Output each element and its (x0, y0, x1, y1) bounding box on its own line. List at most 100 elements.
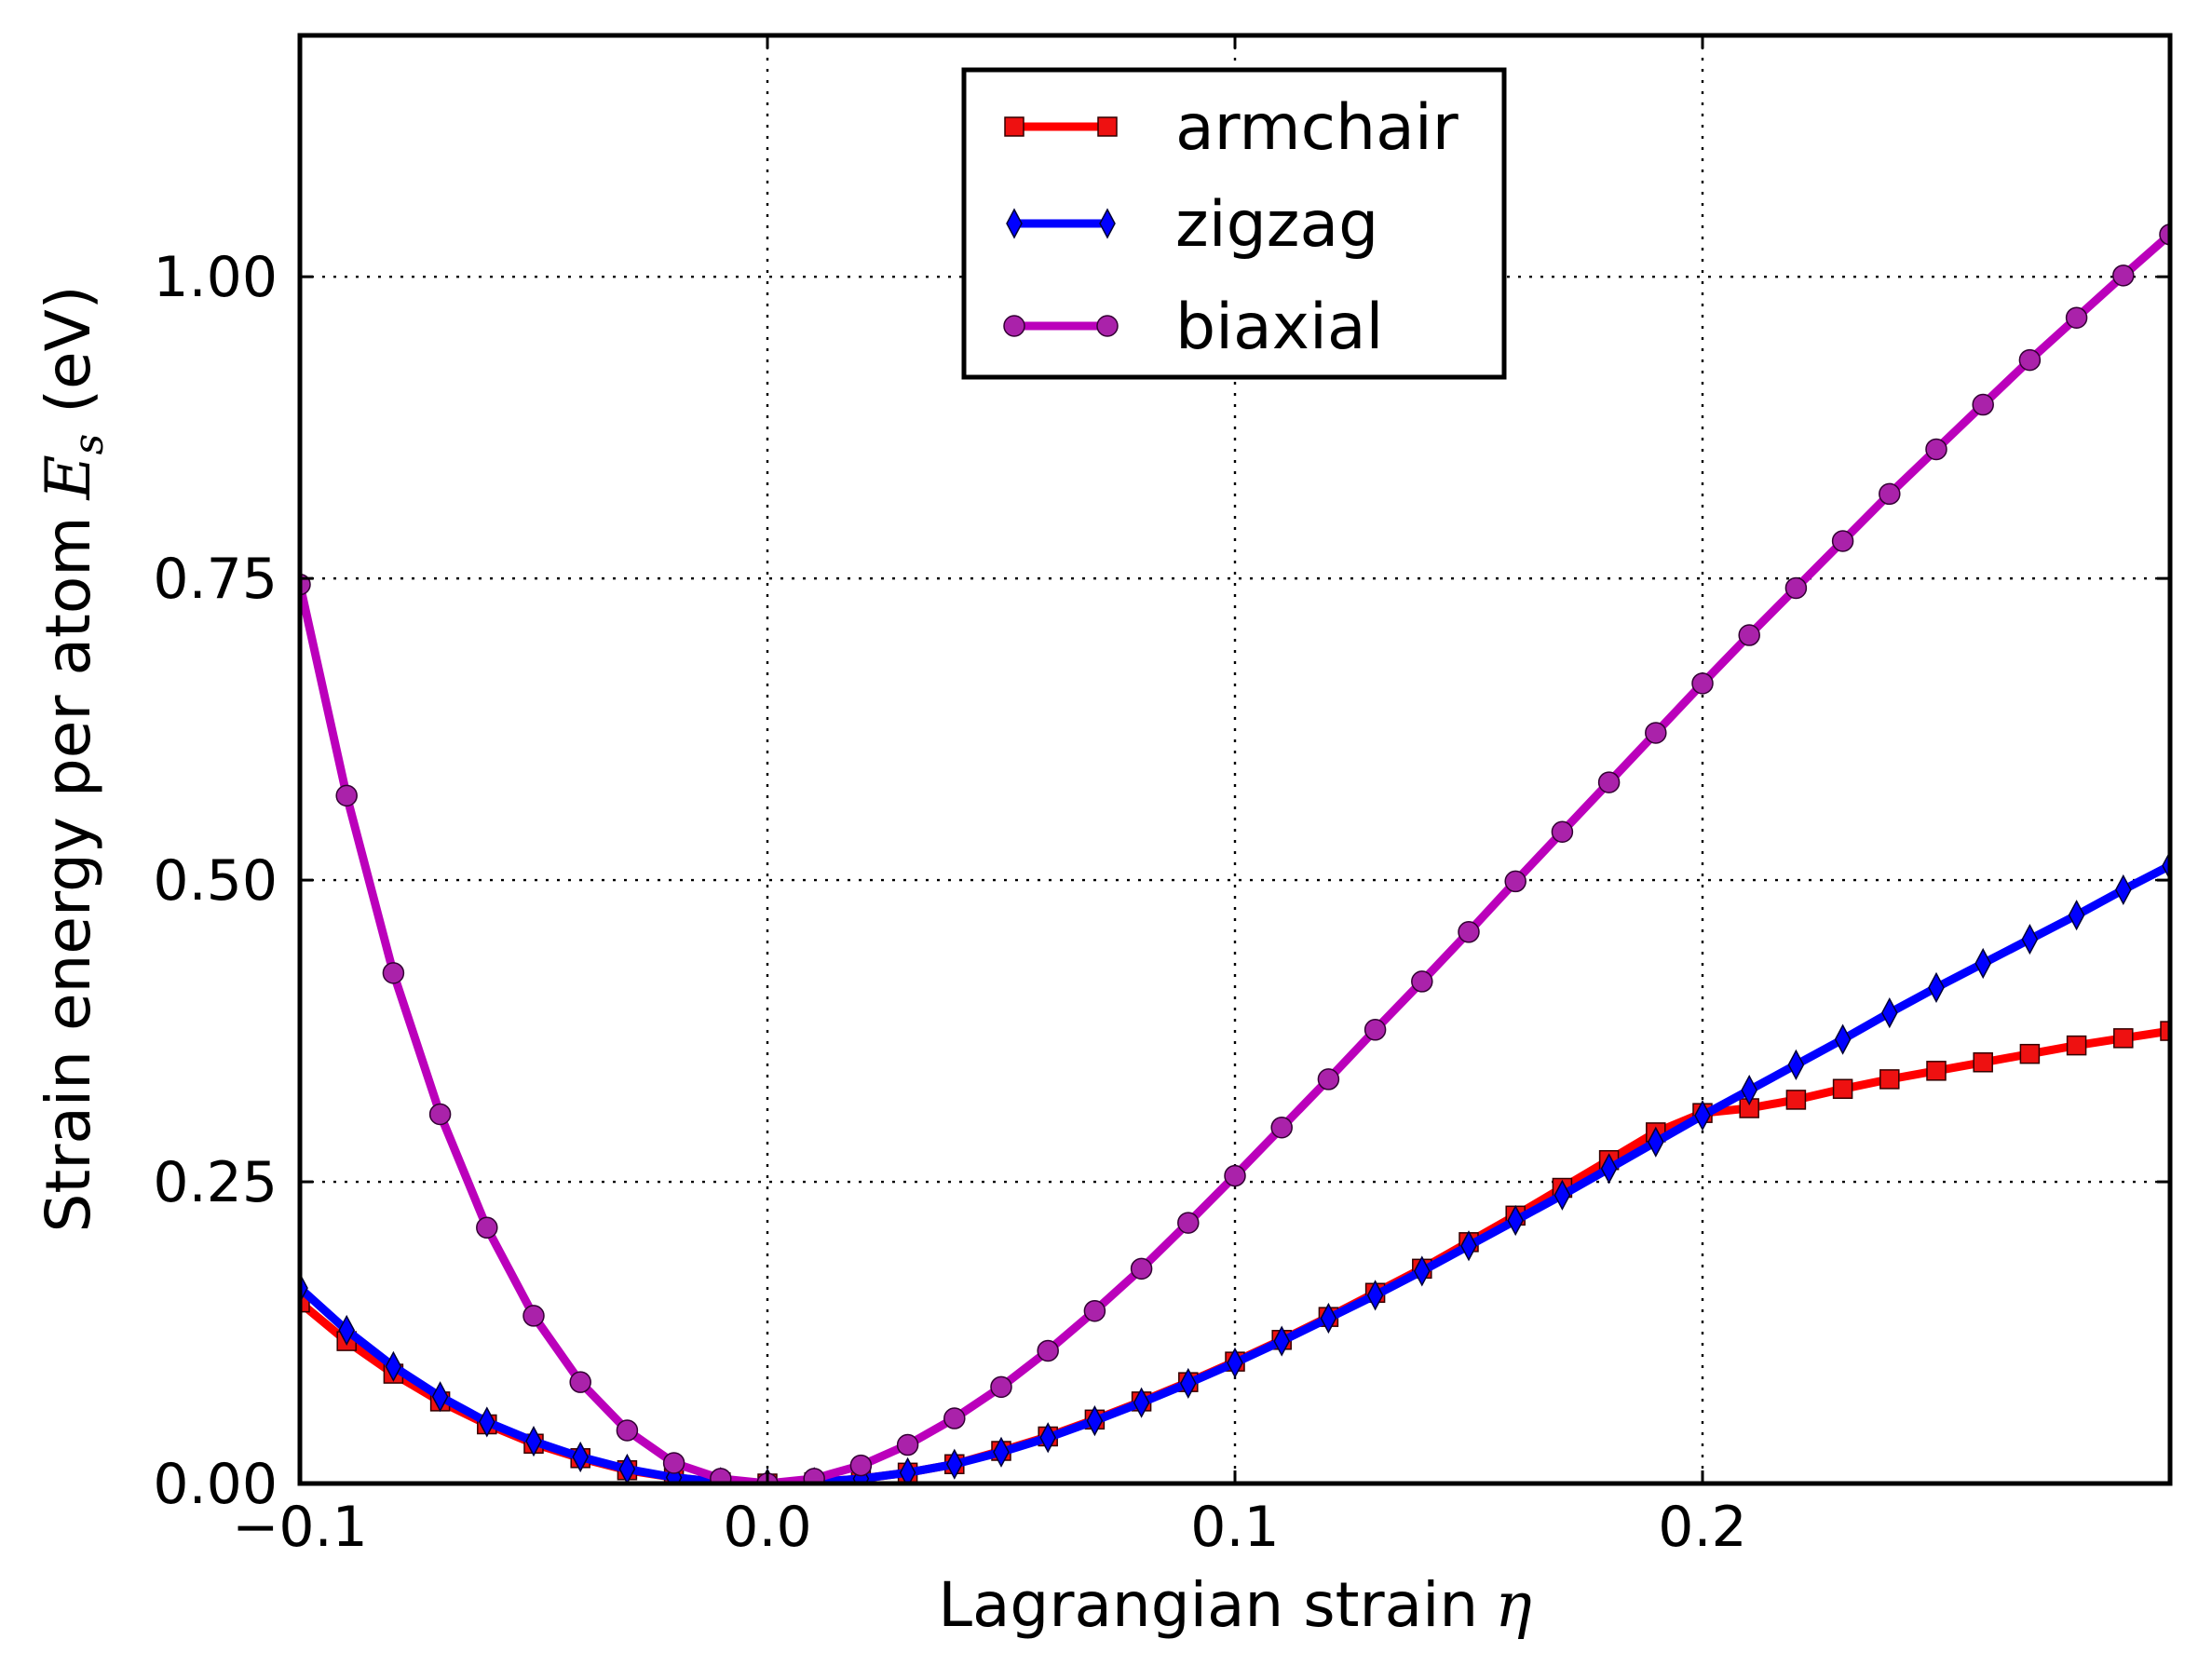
data-point-biaxial (990, 1375, 1012, 1399)
legend-label: zigzag (1175, 188, 1378, 262)
data-point-zigzag (525, 1426, 542, 1457)
data-point-biaxial (1504, 870, 1526, 893)
data-point-zigzag (572, 1441, 590, 1473)
x-axis-label-symbol: η (1495, 1569, 1532, 1641)
data-point-armchair (1832, 1078, 1853, 1100)
data-point-zigzag (1694, 1100, 1711, 1131)
data-point-biaxial (943, 1407, 966, 1429)
legend-label: armchair (1175, 91, 1459, 165)
legend-swatch-marker (1003, 315, 1025, 337)
data-point-biaxial (710, 1468, 732, 1484)
data-point-zigzag (338, 1314, 356, 1347)
data-point-biaxial (2112, 264, 2135, 287)
legend-swatch-marker (1096, 315, 1119, 337)
data-point-zigzag (1460, 1230, 1477, 1262)
data-point-biaxial (1364, 1019, 1387, 1041)
legend-swatch-marker (1004, 116, 1024, 137)
data-point-biaxial (1784, 576, 1808, 600)
data-point-zigzag (899, 1456, 916, 1484)
data-point-armchair (300, 1292, 310, 1313)
data-point-biaxial (849, 1454, 873, 1477)
data-point-zigzag (1413, 1255, 1431, 1287)
legend: armchair zigzag biaxial (961, 67, 1507, 380)
data-point-biaxial (1879, 482, 1901, 506)
data-point-biaxial (1411, 970, 1433, 993)
data-point-zigzag (1320, 1302, 1337, 1335)
data-point-biaxial (1972, 393, 1994, 416)
data-point-zigzag (2068, 900, 2085, 931)
data-point-biaxial (569, 1371, 591, 1393)
data-point-biaxial (1645, 722, 1667, 744)
legend-entry-armchair: armchair (1004, 91, 1459, 165)
data-point-biaxial (1317, 1068, 1340, 1091)
data-point-zigzag (1600, 1153, 1618, 1185)
data-point-zigzag (1974, 947, 1992, 980)
x-tick-label: −0.1 (232, 1495, 368, 1560)
data-point-biaxial (1458, 921, 1480, 943)
data-point-biaxial (476, 1216, 498, 1240)
data-point-zigzag (1039, 1422, 1057, 1454)
data-point-zigzag (478, 1406, 495, 1438)
data-point-zigzag (945, 1448, 963, 1480)
data-point-armchair (1785, 1090, 1807, 1110)
data-point-zigzag (1834, 1023, 1852, 1055)
data-point-biaxial (1270, 1116, 1293, 1139)
legend-label: biaxial (1175, 291, 1383, 364)
data-point-armchair (2160, 1021, 2170, 1041)
data-point-biaxial (335, 784, 358, 807)
axis-ticks: −0.1 0.0 0.1 0.2 0.00 0.25 0.50 0.75 1.00 (153, 35, 2170, 1560)
x-tick-label: 0.0 (723, 1495, 811, 1560)
data-point-armchair (2113, 1028, 2134, 1049)
y-axis-label-unit: (eV) (33, 285, 104, 413)
y-axis-label-text: Strain energy per atom (33, 516, 104, 1232)
data-point-biaxial (1925, 438, 1947, 461)
data-point-zigzag (1179, 1367, 1197, 1400)
series-zigzag (300, 849, 2170, 1484)
data-point-biaxial (1831, 530, 1854, 552)
data-point-armchair (1926, 1061, 1947, 1081)
legend-swatch-marker (1099, 208, 1116, 239)
data-point-biaxial (1083, 1299, 1106, 1322)
data-point-zigzag (385, 1350, 402, 1382)
data-point-armchair (2019, 1043, 2041, 1064)
data-point-zigzag (1366, 1280, 1384, 1311)
series-biaxial (300, 224, 2170, 1484)
x-axis-label: Lagrangian strain η (938, 1569, 1532, 1641)
y-tick-label: 0.25 (153, 1150, 278, 1215)
data-point-biaxial (616, 1419, 639, 1442)
legend-entry-zigzag: zigzag (1006, 188, 1378, 262)
legend-entries: armchair zigzag biaxial (1003, 91, 1459, 364)
y-tick-label: 0.75 (153, 547, 278, 612)
data-point-biaxial (382, 962, 405, 984)
data-point-biaxial (1224, 1164, 1246, 1187)
data-point-zigzag (1133, 1387, 1150, 1418)
data-point-zigzag (431, 1381, 449, 1413)
data-point-zigzag (1507, 1204, 1525, 1237)
data-point-zigzag (1647, 1126, 1664, 1158)
data-point-zigzag (1880, 997, 1898, 1029)
data-point-biaxial (2065, 306, 2088, 329)
data-point-zigzag (1741, 1074, 1758, 1106)
data-point-zigzag (1086, 1405, 1104, 1437)
y-axis-label-symbol: E (33, 454, 104, 500)
y-tick-label: 0.50 (153, 848, 278, 914)
data-point-zigzag (1273, 1325, 1291, 1357)
x-tick-label: 0.1 (1190, 1495, 1279, 1560)
data-point-biaxial (2018, 348, 2042, 372)
x-tick-label: 0.2 (1658, 1495, 1746, 1560)
data-point-biaxial (662, 1452, 685, 1474)
x-axis-label-text: Lagrangian strain (938, 1569, 1478, 1641)
y-tick-label: 1.00 (153, 245, 278, 310)
legend-swatch-marker (1097, 116, 1118, 137)
data-point-biaxial (803, 1468, 825, 1484)
y-axis-label-subscript: s (65, 434, 113, 455)
data-point-biaxial (1597, 771, 1621, 793)
data-point-biaxial (1130, 1257, 1153, 1280)
data-point-armchair (1879, 1069, 1900, 1090)
legend-entry-biaxial: biaxial (1003, 291, 1383, 364)
data-point-biaxial (896, 1433, 919, 1456)
data-point-biaxial (522, 1305, 545, 1327)
data-point-zigzag (1554, 1179, 1571, 1211)
data-point-biaxial (1177, 1212, 1200, 1234)
